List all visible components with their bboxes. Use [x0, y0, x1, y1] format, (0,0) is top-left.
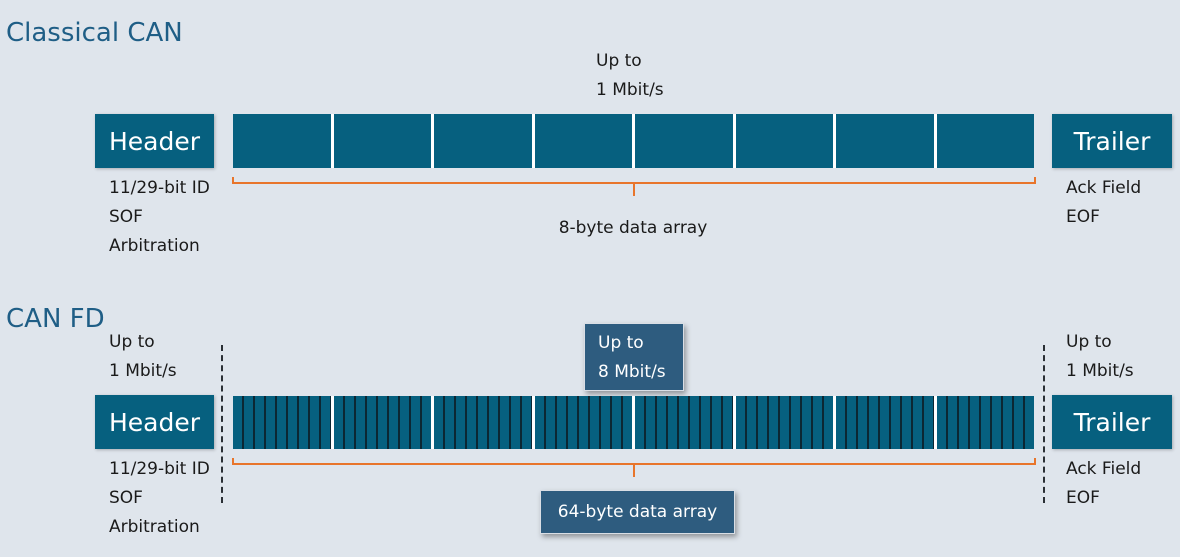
- canfd-left-divider: [221, 345, 223, 503]
- classical-byte-7: [836, 114, 934, 168]
- canfd-trailer-box: Trailer: [1052, 395, 1172, 449]
- classical-byte-4: [534, 114, 632, 168]
- classical-byte-5: [635, 114, 733, 168]
- canfd-byte-2: [333, 396, 431, 449]
- canfd-trailer-info: Ack Field EOF: [1066, 455, 1141, 513]
- canfd-right-speed: Up to 1 Mbit/s: [1066, 328, 1134, 386]
- classical-header-box: Header: [95, 114, 214, 168]
- canfd-trailer-info-eof: EOF: [1066, 488, 1100, 508]
- classical-trailer-info-ack: Ack Field: [1066, 178, 1142, 198]
- classical-data-array: [233, 114, 1034, 168]
- canfd-title: CAN FD: [6, 304, 105, 334]
- classical-data-speed: Up to 1 Mbit/s: [596, 47, 664, 105]
- classical-byte-3: [434, 114, 532, 168]
- canfd-left-speed-line2: 1 Mbit/s: [109, 361, 177, 381]
- canfd-data-bracket: [232, 458, 1036, 477]
- canfd-header-info-sof: SOF: [109, 488, 143, 508]
- classical-speed-line2: 1 Mbit/s: [596, 80, 664, 100]
- canfd-byte-1: [233, 396, 331, 449]
- classical-data-bracket: [232, 177, 1036, 196]
- classical-byte-1: [233, 114, 331, 168]
- canfd-byte-4: [534, 396, 632, 449]
- classical-header-info-id: 11/29-bit ID: [109, 178, 210, 198]
- classical-header-info-arbitration: Arbitration: [109, 236, 200, 256]
- canfd-data-speed-callout: Up to 8 Mbit/s: [584, 323, 684, 391]
- classical-trailer-info: Ack Field EOF: [1066, 174, 1141, 232]
- canfd-center-speed-line1: Up to: [598, 333, 644, 353]
- classical-byte-6: [735, 114, 833, 168]
- classical-data-label: 8-byte data array: [558, 218, 708, 238]
- canfd-trailer-info-ack: Ack Field: [1066, 459, 1142, 479]
- classical-can-title: Classical CAN: [6, 18, 183, 48]
- classical-speed-line1: Up to: [596, 51, 642, 71]
- classical-trailer-box: Trailer: [1052, 114, 1172, 168]
- canfd-header-info-id: 11/29-bit ID: [109, 459, 210, 479]
- canfd-right-speed-line1: Up to: [1066, 332, 1112, 352]
- canfd-left-speed-line1: Up to: [109, 332, 155, 352]
- canfd-header-info-arbitration: Arbitration: [109, 517, 200, 537]
- classical-byte-2: [333, 114, 431, 168]
- canfd-byte-3: [434, 396, 532, 449]
- classical-header-info: 11/29-bit ID SOF Arbitration: [109, 174, 210, 261]
- classical-byte-8: [936, 114, 1034, 168]
- canfd-byte-5: [635, 396, 733, 449]
- canfd-center-speed-line2: 8 Mbit/s: [598, 362, 666, 382]
- canfd-byte-7: [836, 396, 934, 449]
- canfd-right-divider: [1043, 345, 1045, 503]
- canfd-left-speed: Up to 1 Mbit/s: [109, 328, 177, 386]
- canfd-data-array: [233, 396, 1034, 449]
- canfd-header-box: Header: [95, 395, 214, 449]
- canfd-right-speed-line2: 1 Mbit/s: [1066, 361, 1134, 381]
- canfd-data-label-callout: 64-byte data array: [540, 490, 735, 534]
- classical-header-info-sof: SOF: [109, 207, 143, 227]
- classical-trailer-info-eof: EOF: [1066, 207, 1100, 227]
- canfd-byte-8: [936, 396, 1034, 449]
- canfd-byte-6: [735, 396, 833, 449]
- canfd-header-info: 11/29-bit ID SOF Arbitration: [109, 455, 210, 542]
